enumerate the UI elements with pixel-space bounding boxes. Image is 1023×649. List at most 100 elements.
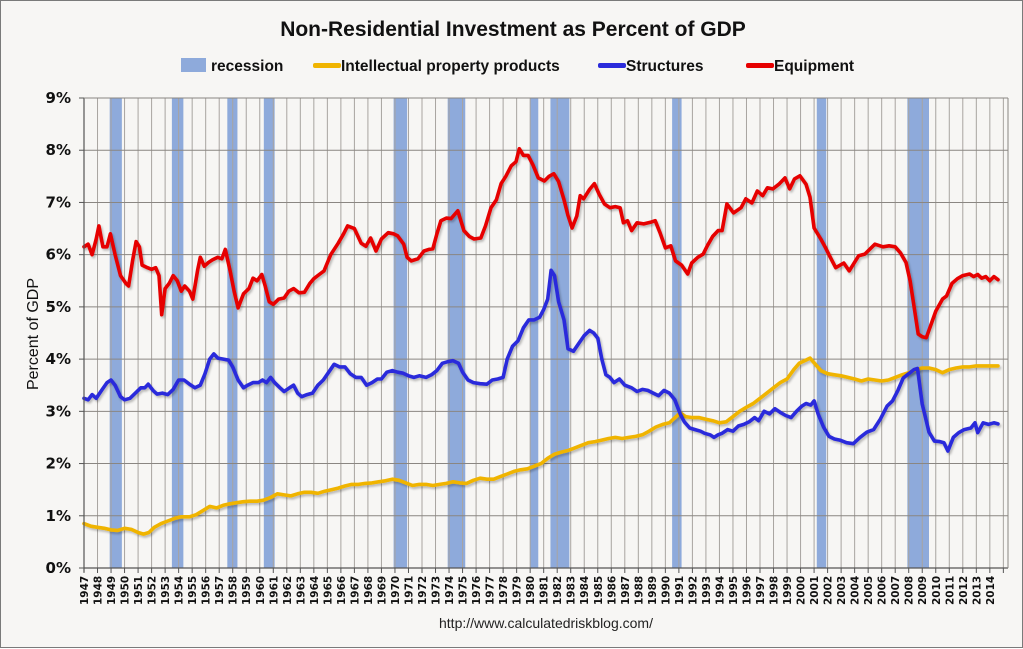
x-tick-label: 2002 — [823, 576, 835, 605]
x-tick-label: 2012 — [958, 576, 970, 605]
x-tick-label: 1977 — [485, 576, 497, 605]
x-tick-label: 1987 — [620, 576, 632, 605]
x-tick-label: 2006 — [877, 576, 889, 605]
x-tick-label: 1972 — [417, 576, 429, 605]
x-tick-label: 1995 — [728, 576, 740, 605]
recession-band — [530, 98, 539, 568]
x-tick-label: 1981 — [539, 576, 551, 605]
x-tick-label: 1993 — [701, 576, 713, 605]
x-tick-label: 1953 — [160, 576, 172, 605]
x-tick-label: 1956 — [201, 576, 213, 605]
x-tick-label: 1980 — [525, 576, 537, 605]
x-tick-label: 1971 — [404, 576, 416, 605]
legend-item-structures: Structures — [598, 58, 704, 75]
plot-background — [84, 98, 1008, 568]
recession-band — [816, 98, 827, 568]
legend-label-ip: Intellectual property products — [341, 58, 560, 75]
x-tick-label: 1979 — [512, 576, 524, 605]
x-tick-label: 2001 — [809, 576, 821, 605]
x-tick-label: 1989 — [647, 576, 659, 605]
legend-label-recession: recession — [211, 58, 283, 75]
x-tick-label: 1970 — [390, 576, 402, 605]
x-tick-label: 1964 — [309, 576, 321, 605]
legend-item-ip: Intellectual property products — [313, 58, 560, 75]
legend-swatch-recession — [181, 58, 206, 72]
legend-swatch-equipment — [746, 63, 774, 68]
plot-area — [84, 98, 1008, 568]
x-tick-label: 1974 — [444, 576, 456, 605]
x-tick-label: 2010 — [931, 576, 943, 605]
y-tick-label: 2% — [46, 455, 71, 473]
x-tick-label: 1998 — [769, 576, 781, 605]
x-tick-label: 2005 — [863, 576, 875, 605]
x-tick-label: 1973 — [431, 576, 443, 605]
x-tick-label: 2013 — [971, 576, 983, 605]
y-tick-labels: 0% 1% 2% 3% 4% 5% 6% 7% 8% 9% — [46, 89, 71, 577]
y-axis-label: Percent of GDP — [25, 278, 42, 390]
x-tick-label: 1954 — [174, 576, 186, 605]
x-tick-label: 1988 — [633, 576, 645, 605]
x-tick-label: 2009 — [917, 576, 929, 605]
y-tick-label: 0% — [46, 559, 71, 577]
x-tick-label: 1999 — [782, 576, 794, 605]
chart-title: Non-Residential Investment as Percent of… — [280, 18, 746, 41]
x-tick-label: 1967 — [349, 576, 361, 605]
y-tick-label: 3% — [46, 402, 71, 420]
legend-item-equipment: Equipment — [746, 58, 854, 75]
x-tick-label: 1976 — [471, 576, 483, 605]
x-tick-label: 2007 — [890, 576, 902, 605]
axes — [79, 97, 1009, 573]
x-tick-label: 1958 — [228, 576, 240, 605]
legend-label-equipment: Equipment — [774, 58, 854, 75]
x-tick-label: 2011 — [944, 576, 956, 605]
x-tick-label: 1961 — [268, 576, 280, 605]
x-tick-label: 1949 — [106, 576, 118, 605]
x-tick-label: 1965 — [322, 576, 334, 605]
recession-band — [672, 98, 682, 568]
recession-band — [109, 98, 122, 568]
y-tick-label: 4% — [46, 350, 71, 368]
x-tick-label: 1950 — [120, 576, 132, 605]
series-lines — [82, 146, 1000, 536]
legend-item-recession: recession — [181, 58, 283, 75]
x-tick-label: 1957 — [214, 576, 226, 605]
y-tick-label: 6% — [46, 246, 71, 264]
legend-swatch-ip — [313, 63, 341, 68]
x-tick-label: 1963 — [295, 576, 307, 605]
x-tick-label: 2003 — [836, 576, 848, 605]
x-tick-label: 1948 — [93, 576, 105, 605]
y-tick-label: 9% — [46, 89, 71, 107]
x-tick-label: 1978 — [498, 576, 510, 605]
x-tick-labels: 1947 1948 1949 1950 1951 1952 1953 1954 1955 1956… — [79, 576, 997, 605]
source-url[interactable]: http://www.calculatedriskblog.com/ — [439, 615, 653, 631]
x-tick-label: 1990 — [660, 576, 672, 605]
y-tick-label: 1% — [46, 507, 71, 525]
y-tick-label: 8% — [46, 141, 71, 159]
x-tick-label: 1962 — [282, 576, 294, 605]
legend: recession Intellectual property products… — [181, 58, 854, 75]
x-tick-label: 1960 — [255, 576, 267, 605]
x-tick-label: 1969 — [376, 576, 388, 605]
x-tick-label: 1985 — [593, 576, 605, 605]
x-tick-label: 1968 — [363, 576, 375, 605]
series-line-intellectual-property-products — [82, 356, 1000, 536]
x-tick-label: 1982 — [552, 576, 564, 605]
recession-band — [171, 98, 184, 568]
series-line-structures — [82, 268, 1000, 453]
x-tick-label: 2014 — [985, 576, 997, 605]
y-tick-label: 5% — [46, 298, 71, 316]
legend-label-structures: Structures — [626, 58, 704, 75]
x-tick-label: 1986 — [606, 576, 618, 605]
recession-band — [263, 98, 275, 568]
x-tick-label: 1991 — [674, 576, 686, 605]
x-tick-label: 1984 — [579, 576, 591, 605]
x-tick-label: 1959 — [241, 576, 253, 605]
x-tick-label: 1947 — [79, 576, 91, 605]
x-tick-label: 1994 — [714, 576, 726, 605]
legend-swatch-structures — [598, 63, 626, 68]
x-tick-label: 1952 — [147, 576, 159, 605]
x-tick-label: 1997 — [755, 576, 767, 605]
x-tick-label: 1955 — [187, 576, 199, 605]
